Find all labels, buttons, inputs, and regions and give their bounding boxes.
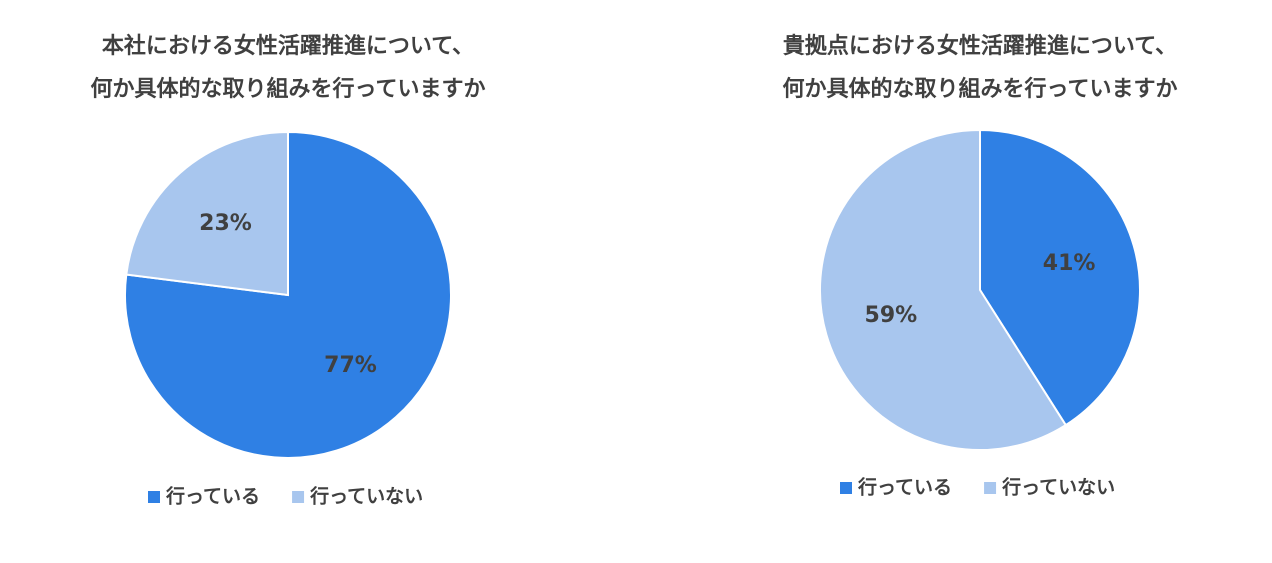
legend-label: 行っていない <box>309 485 423 508</box>
chart-title: 何か具体的な取り組みを行っていますか <box>91 76 486 102</box>
legend-swatch <box>148 491 160 503</box>
legend-label: 行っていない <box>1001 476 1115 499</box>
legend-label: 行っている <box>165 485 260 508</box>
pie-slice <box>124 130 452 459</box>
data-label: 41% <box>1043 251 1096 276</box>
data-label: 77% <box>324 353 377 378</box>
pie-slice <box>125 130 289 297</box>
legend-swatch <box>292 491 305 503</box>
legend-swatch <box>984 482 997 494</box>
legend-swatch <box>840 482 852 494</box>
legend-label: 行っている <box>857 476 952 499</box>
data-label: 23% <box>199 211 252 236</box>
chart-title: 貴拠点における女性活躍推進について、 <box>783 33 1177 59</box>
pie-slice <box>819 128 1068 451</box>
chart-title: 何か具体的な取り組みを行っていますか <box>783 76 1178 102</box>
data-label: 59% <box>865 303 918 328</box>
chart-title: 本社における女性活躍推進について、 <box>102 33 474 59</box>
